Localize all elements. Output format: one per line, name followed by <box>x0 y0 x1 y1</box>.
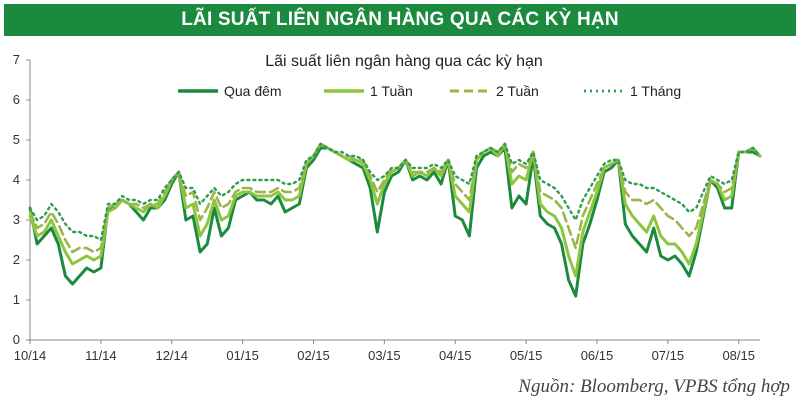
y-tick-label: 1 <box>13 292 20 307</box>
chart-banner: LÃI SUẤT LIÊN NGÂN HÀNG QUA CÁC KỲ HẠN <box>4 4 796 36</box>
x-tick-label: 11/14 <box>85 348 117 363</box>
series-line-4 <box>28 142 762 242</box>
x-tick-label: 05/15 <box>510 348 543 363</box>
plot-area <box>28 142 762 298</box>
legend-label-2: 1 Tuần <box>370 83 413 99</box>
x-tick-label: 08/15 <box>722 348 755 363</box>
x-tick-label: 12/14 <box>155 348 188 363</box>
x-tick-label: 07/15 <box>652 348 685 363</box>
x-tick-label: 01/15 <box>226 348 259 363</box>
y-axis: 0 1 2 3 4 5 6 7 <box>13 52 31 347</box>
y-tick-label: 4 <box>13 172 20 187</box>
series-line-1 <box>28 146 762 298</box>
banner-title: LÃI SUẤT LIÊN NGÂN HÀNG QUA CÁC KỲ HẠN <box>181 9 619 30</box>
legend-label-3: 2 Tuần <box>496 83 539 99</box>
chart-title: Lãi suất liên ngân hàng qua các kỳ hạn <box>265 53 543 70</box>
chart-container: Lãi suất liên ngân hàng qua các kỳ hạn Q… <box>8 42 794 368</box>
y-tick-label: 2 <box>13 252 20 267</box>
x-tick-label: 04/15 <box>439 348 472 363</box>
legend-label-4: 1 Tháng <box>630 83 681 99</box>
source-note: Nguồn: Bloomberg, VPBS tổng hợp <box>518 376 790 397</box>
x-tick-label: 06/15 <box>581 348 614 363</box>
legend-label-1: Qua đêm <box>224 83 282 99</box>
y-tick-label: 6 <box>13 92 20 107</box>
x-tick-label: 03/15 <box>368 348 401 363</box>
y-tick-label: 3 <box>13 212 20 227</box>
chart-legend: Qua đêm 1 Tuần 2 Tuần 1 Tháng <box>178 83 681 99</box>
interbank-rate-chart: Lãi suất liên ngân hàng qua các kỳ hạn Q… <box>13 52 762 363</box>
series-line-2 <box>28 142 762 278</box>
x-axis: 10/14 11/14 12/14 01/15 02/15 03/15 04/15 05/15… <box>14 339 760 363</box>
y-tick-label: 7 <box>13 52 20 67</box>
x-tick-label: 10/14 <box>14 348 47 363</box>
y-tick-label: 5 <box>13 132 20 147</box>
x-tick-label: 02/15 <box>297 348 330 363</box>
y-tick-label: 0 <box>13 332 20 347</box>
